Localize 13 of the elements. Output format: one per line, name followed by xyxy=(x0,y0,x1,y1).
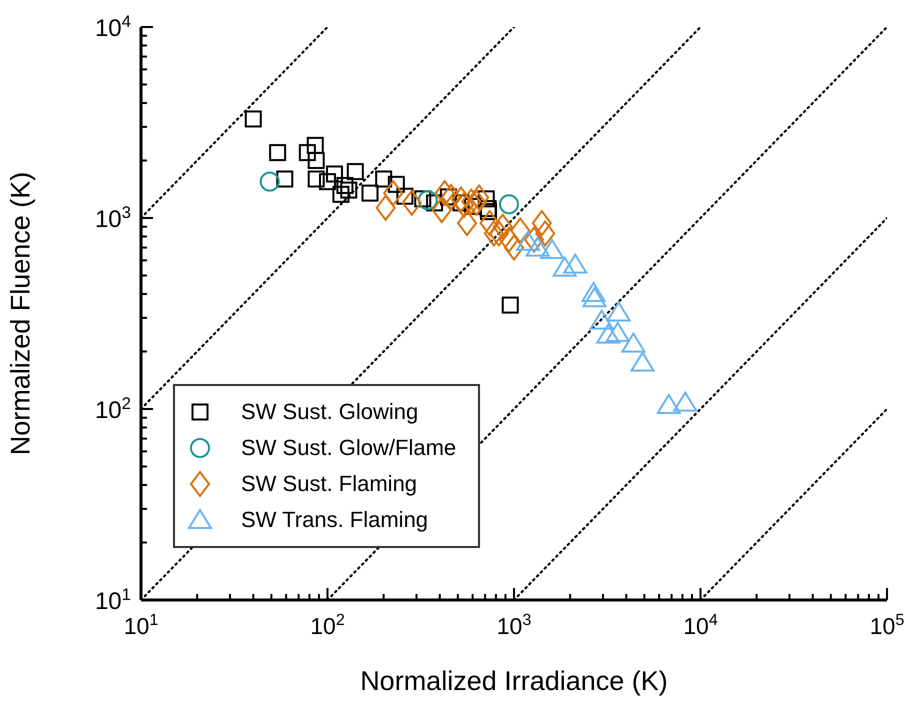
legend-label: SW Trans. Flaming xyxy=(241,507,428,533)
x-tick-label: 10$^{5}$ xyxy=(870,611,904,639)
y-axis-title: Normalized Fluence (K) xyxy=(6,172,36,456)
x-tick-label: 10$^{3}$ xyxy=(496,611,532,639)
y-tick-label: 10$^{3}$ xyxy=(94,202,131,233)
legend-label: SW Sust. Glow/Flame xyxy=(241,435,456,461)
legend-label: SW Sust. Flaming xyxy=(241,471,418,497)
x-axis-title: Normalized Irradiance (K) xyxy=(360,666,668,696)
y-tick-label: 10$^{2}$ xyxy=(94,394,131,424)
y-tick-label: 10$^{4}$ xyxy=(94,12,131,42)
x-tick-label: 10$^{2}$ xyxy=(310,611,345,639)
legend-label: SW Sust. Glowing xyxy=(241,399,418,425)
x-tick-label: 10$^{4}$ xyxy=(683,611,718,639)
